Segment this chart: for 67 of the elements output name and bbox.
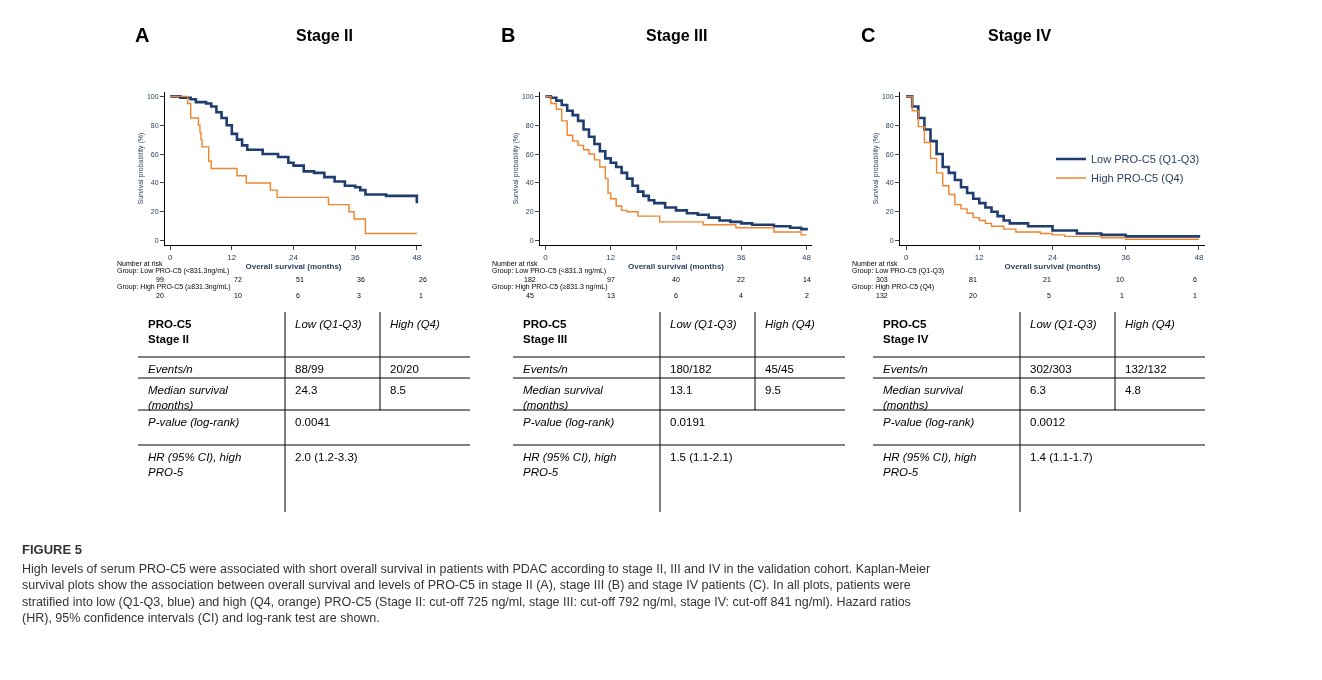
text: Events/n <box>523 363 568 375</box>
text: Low (Q1-Q3) <box>1030 318 1097 330</box>
text: HR (95% CI), high PRO-5 <box>523 451 617 478</box>
text: P-value (log-rank) <box>883 416 975 428</box>
legend-label: Low PRO-C5 (Q1-Q3) <box>1091 153 1200 166</box>
text: 132/132 <box>1125 363 1167 375</box>
x-tick-label: 48 <box>412 252 422 262</box>
x-axis-title: Overall survival (months) <box>627 261 725 271</box>
text: HR (95% CI), high PRO-5 <box>148 451 242 478</box>
text: 88/99 <box>295 363 324 375</box>
text: 24.3 <box>295 384 318 396</box>
x-tick-label: 24 <box>671 252 681 262</box>
text: C <box>861 24 876 46</box>
text: 6.3 <box>1030 384 1046 396</box>
text: 0.0191 <box>670 416 706 428</box>
text: B <box>501 24 516 46</box>
chart-title: Stage II <box>296 27 353 44</box>
x-tick-label: 12 <box>606 252 616 262</box>
text: 302/303 <box>1030 363 1072 375</box>
text: 2.0 (1.2-3.3) <box>295 451 358 463</box>
x-tick-label: 0 <box>167 252 173 262</box>
x-tick-label: 36 <box>736 252 747 262</box>
x-tick-label: 24 <box>1048 252 1058 262</box>
text: PRO-C5 Stage II <box>148 318 193 345</box>
x-axis-title: Overall survival (months) <box>1004 261 1101 271</box>
text: 1.5 (1.1-2.1) <box>670 451 733 463</box>
text: 8.5 <box>390 384 406 396</box>
text: Median survival (months) <box>883 384 964 411</box>
text: Median survival (months) <box>148 384 229 411</box>
text: P-value (log-rank) <box>523 416 615 428</box>
x-tick-label: 0 <box>543 252 549 262</box>
text: 0.0012 <box>1030 416 1066 428</box>
x-tick-label: 12 <box>227 252 237 262</box>
text: High (Q4) <box>390 318 441 330</box>
text: 4.8 <box>1125 384 1141 396</box>
text: Events/n <box>883 363 928 375</box>
legend-label: High PRO-C5 (Q4) <box>1091 172 1184 185</box>
text: Low (Q1-Q3) <box>295 318 362 330</box>
text: High levels of serum PRO-C5 were associated with short overall survival in patients with PDAC according to stage II, III and IV in the validation cohort. Kaplan-Meier survival plots show the association between overall survival and levels of PRO-C5 in stage II (A), stage III (B) and stage IV patients (C). In all plots, patients were stratified into low (Q1-Q3, blue) and high (Q4, orange) PRO-C5 (Stage II: cut-off 725 ng/ml, stage III: cut-off 792 ng/ml, stage IV: cut-off 841 ng/ml). Hazard ratios (HR), 95% confidence intervals (CI) and log-rank test are shown. <box>22 562 931 625</box>
text: 9.5 <box>765 384 781 396</box>
text: Events/n <box>148 363 193 375</box>
text: PRO-C5 Stage III <box>523 318 568 345</box>
text: PRO-C5 Stage IV <box>883 318 929 345</box>
text: P-value (log-rank) <box>148 416 240 428</box>
text: Median survival (months) <box>523 384 604 411</box>
x-tick-label: 12 <box>974 252 985 262</box>
text: 20/20 <box>390 363 419 375</box>
text: 13.1 <box>670 384 693 396</box>
chart-title: Stage IV <box>988 27 1052 44</box>
x-tick-label: 24 <box>289 252 299 262</box>
text: 45/45 <box>765 363 794 375</box>
text: High (Q4) <box>765 318 816 330</box>
chart-title: Stage III <box>646 27 708 44</box>
x-axis-title: Overall survival (months) <box>245 261 342 271</box>
text: High (Q4) <box>1125 318 1176 330</box>
text: 1.4 (1.1-1.7) <box>1030 451 1093 463</box>
text: 0.0041 <box>295 416 331 428</box>
text: HR (95% CI), high PRO-5 <box>883 451 977 478</box>
x-tick-label: 36 <box>1121 252 1131 262</box>
text: 180/182 <box>670 363 712 375</box>
caption: FIGURE 5 <box>22 542 82 557</box>
x-tick-label: 36 <box>350 252 361 262</box>
text: Low (Q1-Q3) <box>670 318 737 330</box>
x-tick-label: 0 <box>903 252 909 262</box>
x-tick-label: 48 <box>1194 252 1204 262</box>
x-tick-label: 48 <box>802 252 812 262</box>
text: A <box>135 24 150 46</box>
